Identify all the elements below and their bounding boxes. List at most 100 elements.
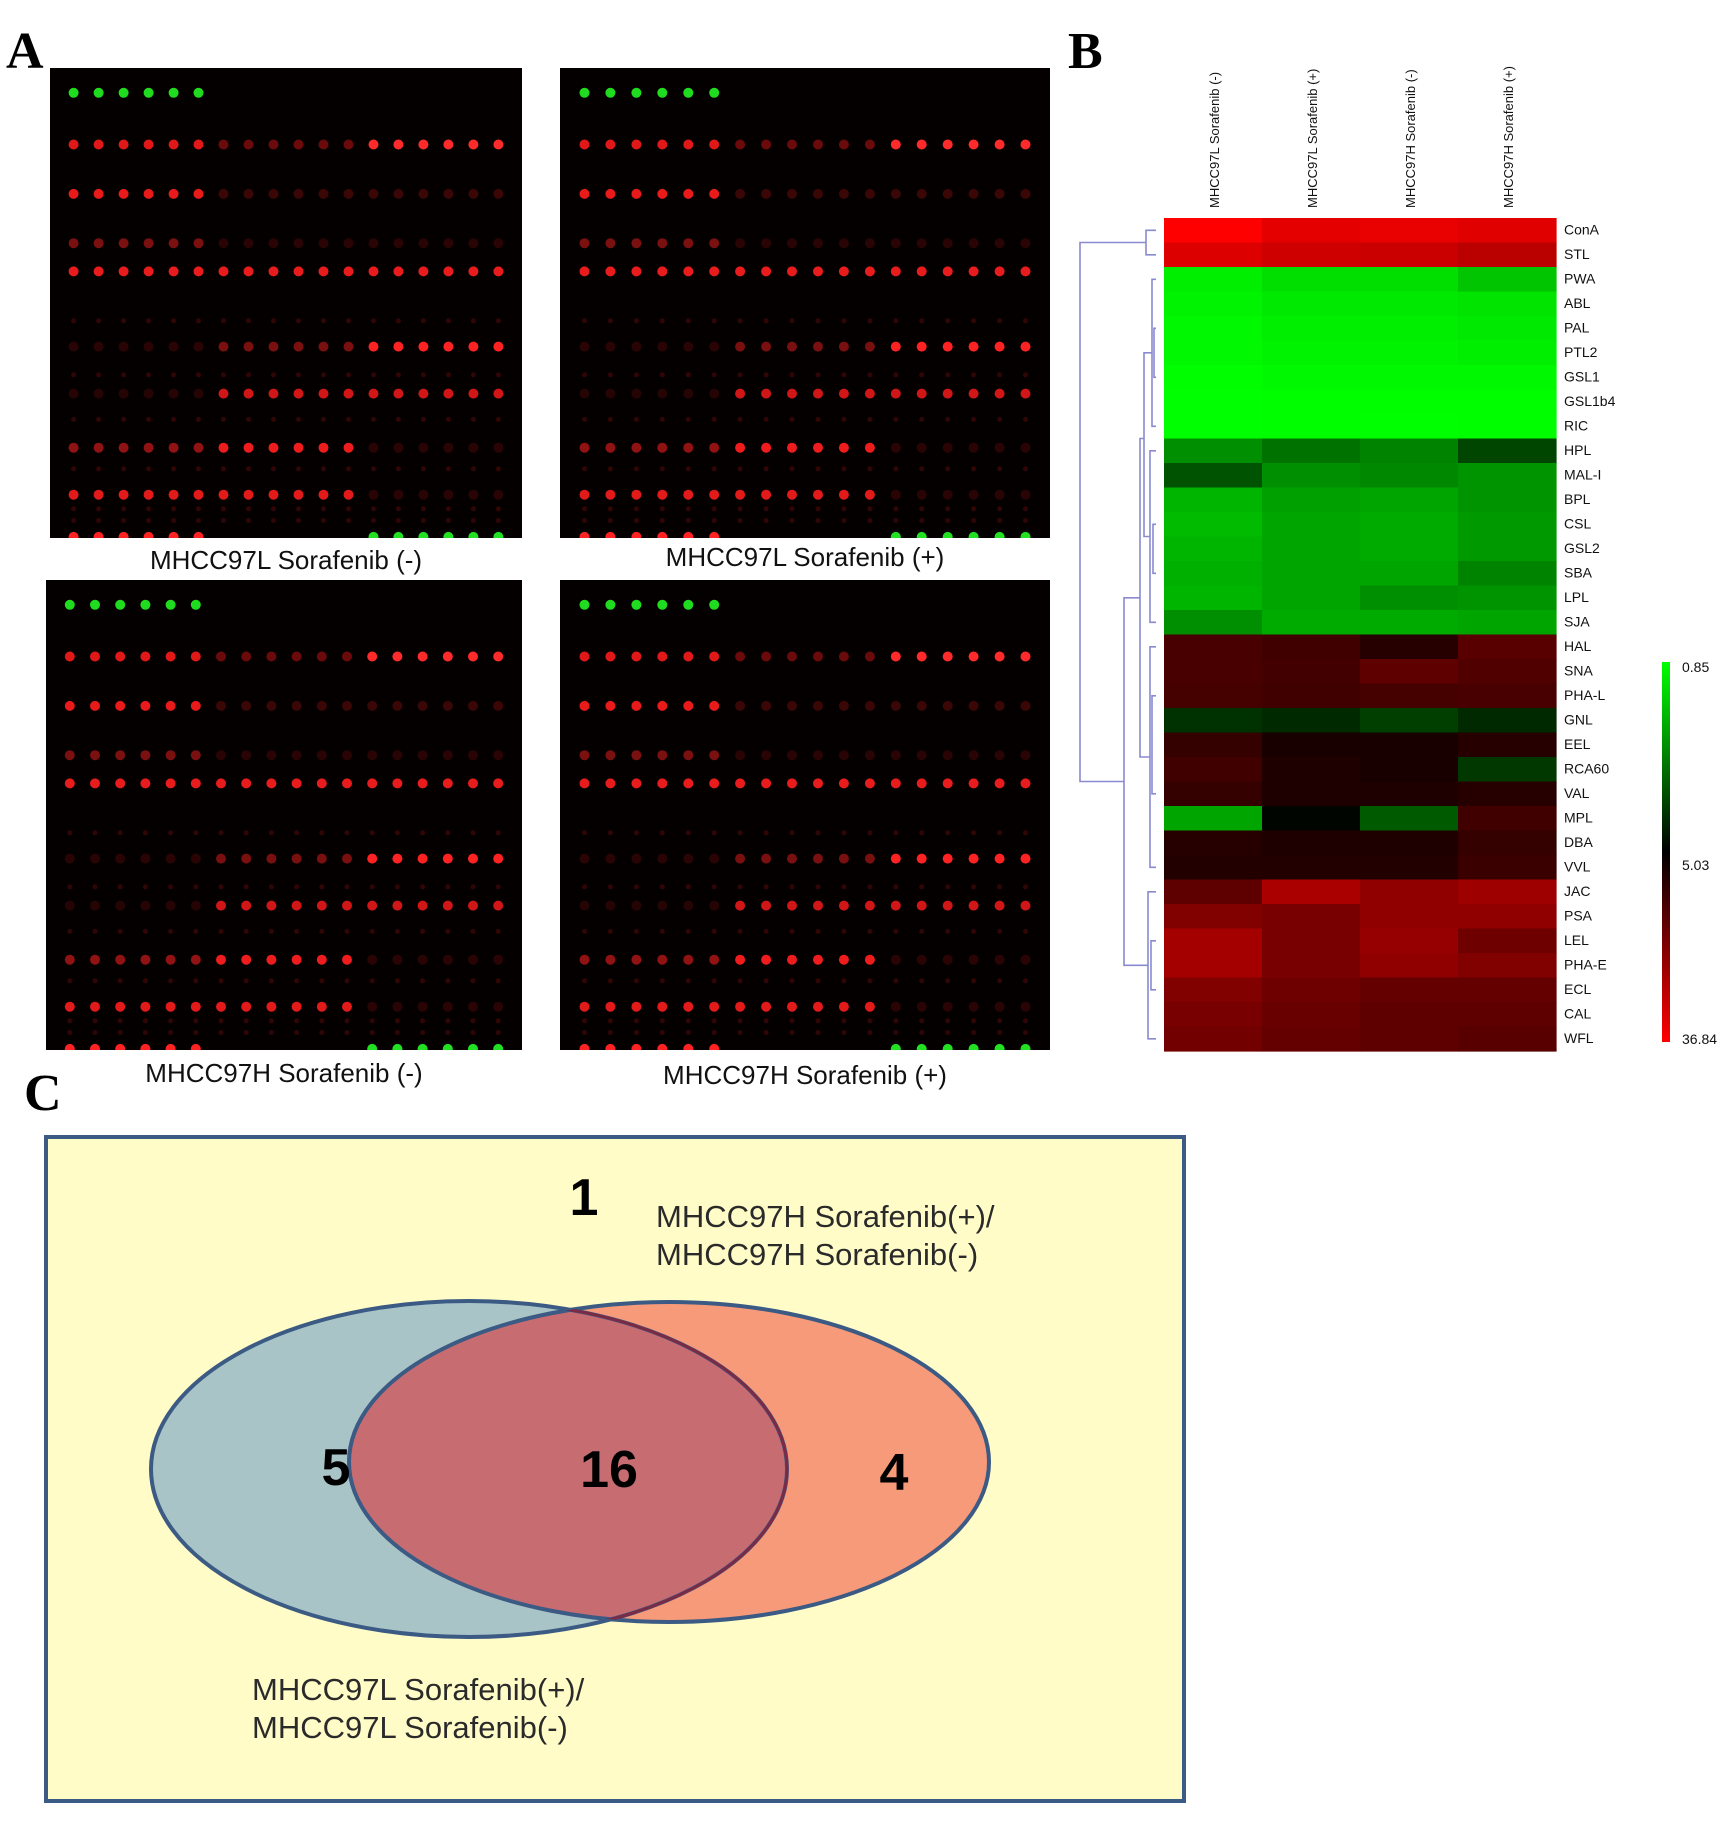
heatmap-cell — [1360, 536, 1459, 562]
microarray-spot — [709, 954, 720, 965]
microarray-spot — [735, 1001, 746, 1012]
microarray-spot — [841, 1030, 847, 1035]
microarray-spot — [171, 416, 177, 422]
microarray-spot — [763, 466, 769, 472]
microarray-spot — [218, 978, 224, 984]
heatmap-row-label: GSL2 — [1564, 540, 1600, 556]
microarray-spot — [683, 700, 694, 711]
microarray-spot — [445, 830, 451, 836]
microarray-spot — [709, 489, 720, 500]
venn-right-label-line2: MHCC97H Sorafenib(-) — [656, 1237, 978, 1272]
microarray-spot — [318, 188, 329, 199]
microarray-spot — [468, 954, 478, 965]
microarray-spot — [343, 139, 354, 150]
microarray-spot — [787, 442, 797, 453]
microarray-spot — [140, 954, 151, 965]
microarray-spot — [815, 884, 821, 890]
microarray-spot — [971, 518, 977, 523]
microarray-spot — [392, 853, 403, 864]
heatmap-cell — [1164, 977, 1263, 1003]
microarray-spot — [90, 750, 100, 761]
microarray-spot — [971, 466, 977, 472]
microarray-spot — [115, 954, 126, 965]
heatmap-cell — [1262, 904, 1361, 930]
microarray-spot — [190, 853, 201, 864]
microarray-spot — [318, 442, 329, 453]
microarray-spot — [813, 853, 823, 864]
microarray-spots — [579, 87, 1031, 538]
microarray-spot — [789, 518, 795, 523]
microarray-spot — [737, 466, 743, 472]
microarray-spot — [71, 506, 77, 512]
microarray-spot — [867, 372, 873, 378]
microarray-spot — [68, 489, 79, 500]
microarray-spot — [93, 531, 104, 538]
microarray-spot — [864, 750, 875, 761]
microarray-spot — [445, 1018, 451, 1024]
microarray-spot — [493, 442, 504, 453]
microarray-spot — [418, 139, 429, 150]
microarray-spot — [96, 506, 102, 512]
microarray-spot — [994, 341, 1005, 352]
microarray-spot — [997, 506, 1003, 512]
microarray-spot — [997, 1018, 1003, 1024]
microarray-spot — [420, 318, 426, 324]
microarray-spot — [318, 238, 329, 249]
heatmap-cell — [1262, 806, 1361, 832]
microarray-spot — [121, 318, 127, 324]
microarray-spot — [268, 489, 279, 500]
heatmap-cell — [1262, 561, 1361, 587]
microarray-spot — [367, 778, 378, 789]
microarray-spot — [115, 599, 126, 610]
microarray-spot — [737, 1018, 743, 1024]
heatmap-cell — [1360, 389, 1459, 415]
microarray-spot — [1023, 1018, 1028, 1024]
heatmap-cell — [1458, 953, 1557, 979]
microarray-spot — [392, 900, 403, 911]
microarray-spot — [994, 531, 1005, 538]
microarray-spot — [218, 266, 229, 277]
microarray-spot — [216, 853, 226, 864]
heatmap-cell — [1164, 830, 1263, 856]
microarray-spot — [193, 266, 204, 277]
microarray-spot — [96, 372, 102, 378]
heatmap-row-label: MPL — [1564, 810, 1593, 826]
microarray-spot — [657, 651, 668, 662]
microarray-spot — [737, 1030, 743, 1035]
microarray-spot — [171, 466, 177, 472]
microarray-spot — [470, 318, 476, 324]
heatmap-cell — [1164, 561, 1263, 587]
microarray-spot — [815, 518, 821, 523]
microarray-spot — [994, 442, 1005, 453]
microarray-spot — [316, 900, 327, 911]
heatmap-cell — [1262, 267, 1361, 293]
heatmap-cell — [1458, 977, 1557, 1003]
microarray-spot — [93, 341, 104, 352]
microarray-spot — [121, 372, 127, 378]
microarray-spot — [316, 954, 327, 965]
color-scale-label: 5.03 — [1682, 857, 1709, 873]
microarray-spot — [838, 442, 849, 453]
heatmap-cell — [1360, 242, 1459, 268]
microarray-spots — [579, 599, 1031, 1050]
microarray-spot — [93, 238, 104, 249]
microarray-spot — [579, 778, 590, 789]
microarray-spot — [64, 700, 75, 711]
microarray-spot — [346, 506, 351, 512]
microarray-spot — [392, 1001, 403, 1012]
microarray-spot — [735, 489, 746, 500]
microarray-spot — [838, 238, 849, 249]
microarray-spot — [296, 518, 301, 523]
microarray-spot — [761, 750, 772, 761]
microarray-spot — [146, 372, 152, 378]
microarray-spot — [140, 1043, 151, 1050]
microarray-spot — [268, 388, 279, 399]
heatmap-cell — [1360, 610, 1459, 636]
microarray-spot — [813, 750, 823, 761]
microarray-spot — [118, 139, 129, 150]
microarray-spot — [1020, 778, 1031, 789]
microarray-spot — [417, 900, 428, 911]
microarray-spot — [737, 518, 743, 523]
microarray-spot — [838, 750, 849, 761]
microarray-spot — [864, 442, 875, 453]
